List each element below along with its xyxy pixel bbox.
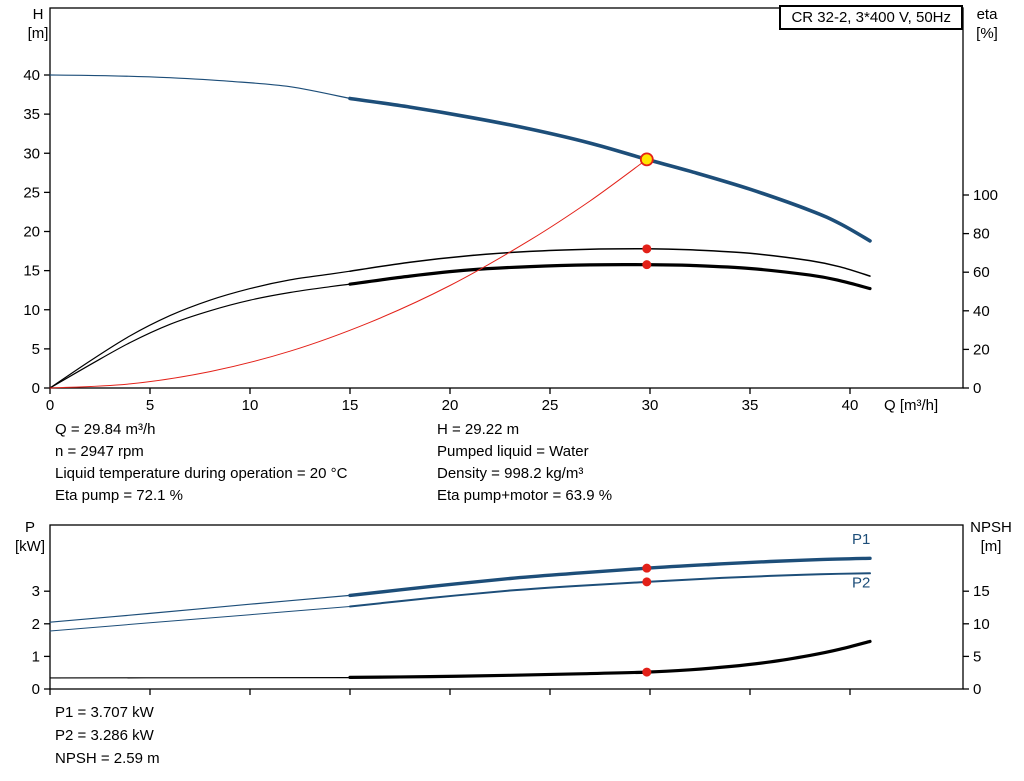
p2-duty-dot [642, 577, 652, 587]
y-left-tick-label: 25 [23, 184, 40, 201]
duty-info-left: Q = 29.84 m³/h n = 2947 rpm Liquid tempe… [55, 419, 347, 507]
y-left-tick-label: 15 [23, 263, 40, 280]
duty-info-right: H = 29.22 m Pumped liquid = Water Densit… [437, 419, 612, 507]
y-left-tick-label: 30 [23, 145, 40, 162]
eta-axis-label: eta [%] [966, 5, 1008, 43]
p-axis-label-line2: [kW] [15, 538, 45, 555]
y-right-tick-label: 15 [973, 583, 990, 600]
y-left-tick-label: 10 [23, 302, 40, 319]
y-left-tick-label: 5 [32, 341, 40, 358]
y-left-tick-label: 2 [32, 616, 40, 633]
y-right-tick-label: 20 [973, 341, 990, 358]
liquid-temperature-value: Liquid temperature during operation = 20… [55, 465, 348, 482]
y-left-tick-label: 3 [32, 583, 40, 600]
eta-pump-motor-curve [348, 263, 872, 291]
eta-pump-value: Eta pump = 72.1 % [55, 487, 183, 504]
x-tick-label: 30 [642, 397, 659, 414]
p-axis-label-line1: P [24, 519, 35, 536]
p2-curve-label: P2 [852, 574, 870, 591]
x-tick-label: 40 [842, 397, 859, 414]
x-tick-label: 5 [146, 397, 154, 414]
y-right-tick-label: 10 [973, 616, 990, 633]
power-npsh-chart-frame [49, 524, 964, 690]
duty-point-marker [639, 152, 654, 167]
p1-curve [348, 556, 872, 598]
pump-model-box: CR 32-2, 3*400 V, 50Hz [779, 5, 963, 30]
p2-value: P2 = 3.286 kW [55, 727, 154, 744]
hq-eta-chart-frame [49, 7, 964, 389]
p1-low-range [49, 594, 351, 623]
x-tick-label: 15 [342, 397, 359, 414]
pumped-liquid-value: Pumped liquid = Water [437, 443, 589, 460]
pump-curve-low-range [49, 74, 351, 100]
y-left-tick-label: 40 [23, 67, 40, 84]
p1-value: P1 = 3.707 kW [55, 704, 154, 721]
eta-axis-label-line2: [%] [976, 25, 998, 42]
y-right-tick-label: 40 [973, 303, 990, 320]
x-tick-label: 0 [46, 397, 54, 414]
x-tick-label: 20 [442, 397, 459, 414]
p-axis-label: P [kW] [8, 518, 52, 556]
eta-pump-low-range [49, 270, 351, 389]
pump-curve-duty-range [348, 96, 872, 243]
power-info: P1 = 3.707 kW P2 = 3.286 kW NPSH = 2.59 … [55, 701, 160, 770]
h-axis-label: H [m] [20, 5, 56, 43]
h-axis-label-line2: [m] [27, 25, 49, 42]
x-tick-label: 25 [542, 397, 559, 414]
eta-pump-motor-low-range [49, 283, 351, 389]
y-right-tick-label: 100 [973, 187, 998, 204]
x-tick-label: 35 [742, 397, 759, 414]
y-right-tick-label: 0 [973, 380, 981, 397]
speed-value: n = 2947 rpm [55, 443, 144, 460]
eta-pump-motor-duty-dot [642, 260, 652, 270]
hq-eta-chart: 0 5 10 15 20 25 30 35 40 0 5 10 15 20 25 30 35 40 0 20 40 60 8… [23, 7, 998, 414]
p2-low-range [49, 606, 351, 632]
p1-duty-dot [642, 563, 652, 573]
y-right-tick-label: 80 [973, 226, 990, 243]
duty-head-value: H = 29.22 m [437, 421, 520, 438]
eta-pump-duty-dot [642, 244, 652, 254]
system-curve [49, 158, 648, 389]
npsh-axis-label-line1: NPSH [970, 519, 1012, 536]
y-right-tick-label: 0 [973, 681, 981, 698]
density-value: Density = 998.2 kg/m³ [437, 465, 584, 482]
npsh-axis-label: NPSH [m] [962, 518, 1020, 556]
y-left-tick-label: 0 [32, 380, 40, 397]
x-tick-label: 10 [242, 397, 259, 414]
y-left-tick-label: 20 [23, 224, 40, 241]
eta-pump-motor-value: Eta pump+motor = 63.9 % [437, 487, 613, 504]
y-right-tick-label: 60 [973, 264, 990, 281]
npsh-axis-label-line2: [m] [980, 538, 1002, 555]
npsh-curve [348, 639, 872, 679]
npsh-value: NPSH = 2.59 m [55, 750, 160, 767]
y-left-tick-label: 0 [32, 681, 40, 698]
p1-curve-label: P1 [852, 531, 870, 548]
p2-curve [349, 572, 871, 608]
power-npsh-chart: 0 1 2 3 0 5 10 15 P1 P2 [32, 524, 990, 698]
h-axis-label-line1: H [32, 6, 44, 23]
y-right-tick-label: 5 [973, 648, 981, 665]
eta-axis-label-line1: eta [976, 6, 998, 23]
duty-flow-value: Q = 29.84 m³/h [55, 421, 156, 438]
y-left-tick-label: 35 [23, 106, 40, 123]
y-left-tick-label: 1 [32, 648, 40, 665]
q-axis-label: Q [m³/h] [884, 397, 939, 414]
npsh-duty-dot [642, 667, 652, 677]
